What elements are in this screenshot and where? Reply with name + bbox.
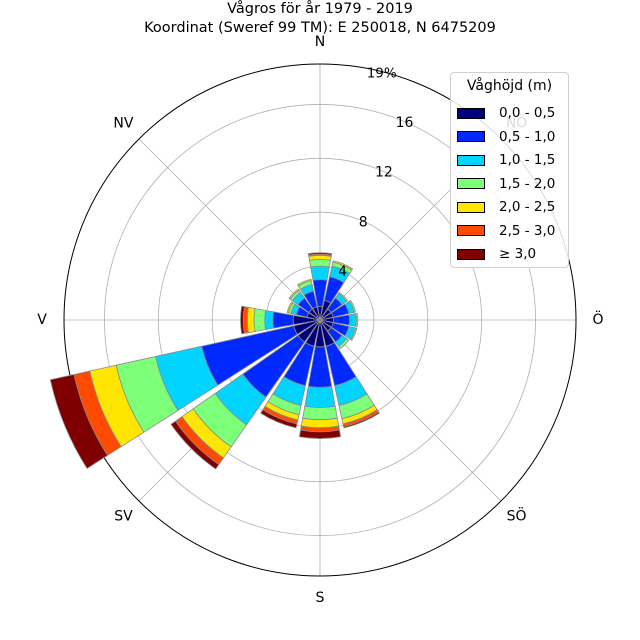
- radial-gridline: [319, 319, 502, 502]
- sector-bar-segment: [272, 311, 294, 329]
- legend-label: 2,5 - 3,0: [499, 222, 556, 239]
- outer-circle: [63, 63, 577, 577]
- sector-bar-segment: [304, 385, 336, 408]
- radial-tick-label: 16: [396, 115, 414, 131]
- sector-bar-segment: [246, 306, 256, 334]
- sector-bar-segment: [253, 308, 267, 332]
- radial-ring: [157, 157, 483, 483]
- legend-item: 2,0 - 2,5: [457, 199, 555, 215]
- sector-bar-segment: [286, 301, 294, 314]
- direction-label: NV: [113, 115, 133, 131]
- legend-item: ≥ 3,0: [457, 246, 536, 262]
- direction-label: N: [315, 34, 325, 50]
- sector-bar-segment: [307, 252, 333, 256]
- legend-swatch: [457, 107, 485, 119]
- sector-bar-segment: [288, 288, 300, 300]
- legend-item: 2,5 - 3,0: [457, 223, 555, 239]
- direction-label: SÖ: [507, 507, 527, 525]
- sector-bar-segment: [260, 409, 298, 429]
- radial-tick-label: 12: [375, 165, 393, 181]
- sector-bar-segment: [348, 313, 357, 327]
- sector-bar-segment: [240, 305, 245, 335]
- radial-tick-label: 4: [338, 264, 347, 280]
- legend-label: 2,0 - 2,5: [499, 199, 556, 215]
- legend-item: 0,0 - 0,5: [457, 105, 555, 121]
- direction-label: SV: [114, 509, 133, 525]
- chart-title: Vågros för år 1979 - 2019: [227, 1, 413, 17]
- sector-bar-segment: [337, 337, 350, 350]
- radial-gridline: [138, 138, 321, 321]
- sector-bar-segment: [350, 327, 358, 341]
- radial-max-label: 19%: [367, 66, 397, 82]
- legend-label: 0,0 - 0,5: [499, 105, 556, 121]
- legend-swatch: [457, 225, 485, 236]
- sector-bar-segment: [298, 429, 342, 439]
- sector-bar-segment: [49, 374, 109, 469]
- sector-bar-segment: [332, 260, 354, 271]
- sector-bar-segment: [310, 265, 330, 281]
- sector-bar-segment: [343, 411, 380, 429]
- sector-bar-segment: [300, 417, 340, 429]
- chart-subtitle: Koordinat (Sweref 99 TM): E 250018, N 64…: [144, 20, 496, 36]
- direction-label: V: [37, 312, 47, 328]
- radial-tick-label: 8: [359, 214, 368, 230]
- legend-item: 1,0 - 1,5: [457, 152, 555, 168]
- legend-label: 0,5 - 1,0: [499, 128, 556, 145]
- legend-label: ≥ 3,0: [499, 246, 537, 262]
- axis-labels: NNVVSVSSÖÖNÖ48121619%: [37, 34, 603, 606]
- legend: Våghöjd (m) 0,0 - 0,5 0,5 - 1,0 1,0 - 1,5 1…: [450, 72, 569, 268]
- windrose-sectors: [49, 252, 380, 470]
- sector-bar-segment: [302, 405, 338, 421]
- legend-item: 1,5 - 2,0: [457, 176, 555, 192]
- legend-label: 1,0 - 1,5: [499, 152, 556, 168]
- sector-bar-segment: [264, 309, 275, 331]
- radial-ring: [104, 104, 536, 536]
- sector-bar-segment: [355, 312, 359, 328]
- legend-label: 1,5 - 2,0: [499, 175, 556, 192]
- sector-bar-segment: [337, 291, 349, 303]
- legend-swatch: [457, 248, 485, 260]
- sector-bar-segment: [170, 420, 220, 470]
- direction-label: S: [316, 590, 325, 606]
- direction-label: Ö: [592, 310, 603, 328]
- sector-bar-segment: [309, 258, 331, 268]
- legend-swatch: [457, 131, 485, 142]
- legend-title: Våghöjd (m): [466, 78, 553, 94]
- sector-bar-segment: [297, 278, 312, 287]
- legend-swatch: [457, 178, 485, 189]
- legend-swatch: [457, 201, 485, 213]
- legend-item: 0,5 - 1,0: [457, 129, 555, 145]
- legend-swatch: [457, 154, 485, 166]
- sector-bar-segment: [348, 299, 356, 313]
